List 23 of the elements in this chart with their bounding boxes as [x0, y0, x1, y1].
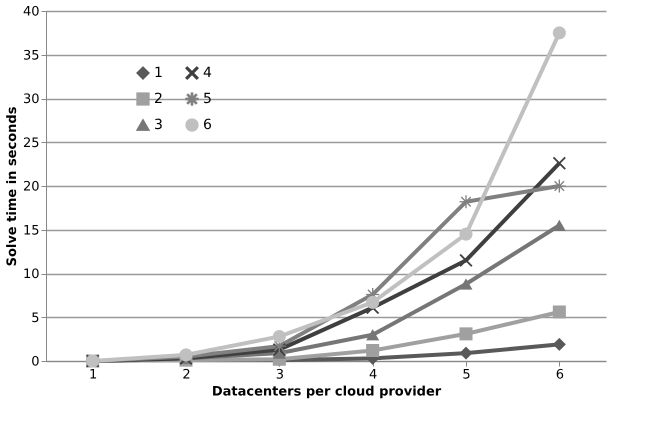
legend-label: 4	[203, 65, 212, 82]
legend-label: 6	[203, 117, 212, 133]
y-tick-label: 10	[22, 267, 40, 282]
y-tick-label: 5	[31, 310, 40, 326]
y-tick-label: 30	[22, 92, 40, 107]
y-tick-label: 15	[22, 223, 40, 238]
y-axis-title: Solve time in seconds	[4, 106, 20, 266]
x-tick-label: 6	[556, 368, 564, 382]
y-tick-label: 0	[31, 354, 40, 370]
x-tick-label: 5	[462, 368, 471, 382]
x-tick-label: 2	[182, 368, 191, 382]
legend-label: 5	[203, 91, 212, 107]
legend-label: 1	[154, 65, 163, 82]
x-tick-label: 3	[276, 368, 284, 382]
x-axis-title: Datacenters per cloud provider	[212, 384, 442, 400]
y-tick-label: 35	[22, 48, 40, 64]
x-tick-label: 1	[89, 368, 98, 382]
x-tick-label: 4	[369, 368, 378, 382]
y-tick-label: 20	[22, 180, 40, 194]
legend-label: 2	[154, 91, 163, 107]
y-tick-label: 25	[22, 136, 40, 151]
y-tick-label: 40	[22, 4, 40, 20]
legend-label: 3	[154, 117, 163, 133]
